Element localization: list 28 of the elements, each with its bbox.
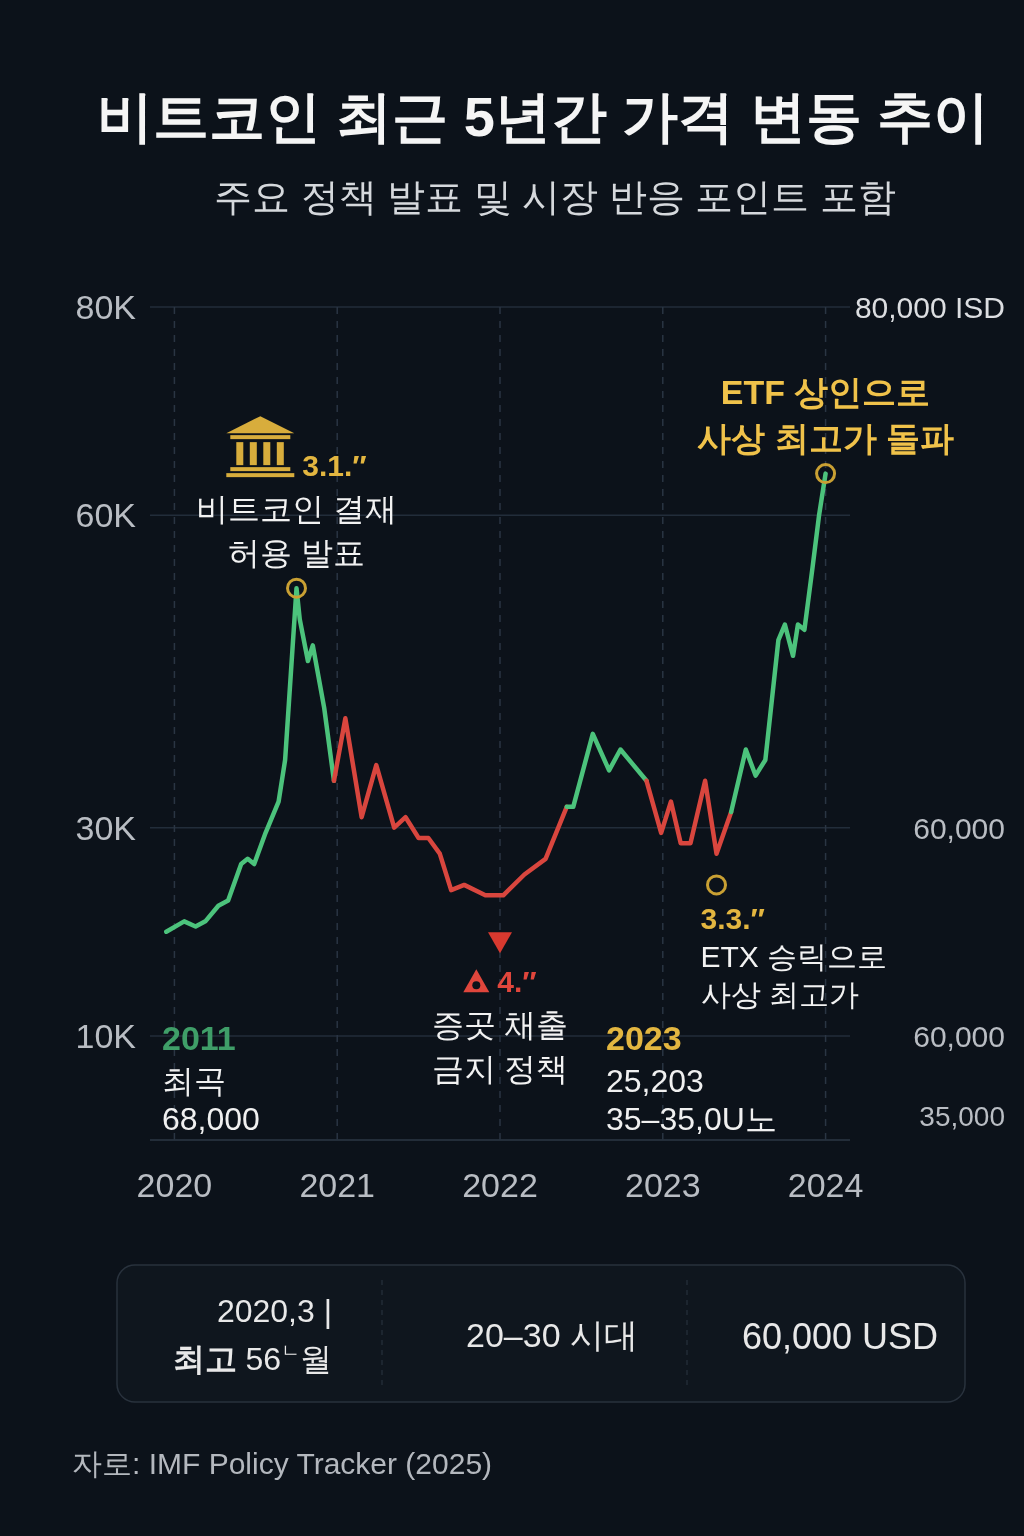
annotation: 4.″ 증곳 채출 금지 정책 — [431, 965, 569, 1088]
x-tick-label: 2024 — [787, 1166, 864, 1204]
line-series — [331, 716, 569, 898]
chart-title: 비트코인 최근 5년간 가격 변동 추이 — [96, 85, 990, 148]
y-tick-label: 10K — [75, 1016, 137, 1055]
x-tick-label: 2020 — [136, 1166, 213, 1204]
y-tick-label: 80K — [75, 288, 137, 326]
text: 60,000 — [913, 1020, 1005, 1053]
text: 자로: IMF Policy Tracker (2025) — [72, 1447, 493, 1480]
text: 20–30 시대 — [466, 1316, 638, 1354]
x-tick-label: 2023 — [624, 1166, 701, 1204]
y-tick-label: 60K — [75, 496, 137, 535]
annotation: 2011 최곡 68,000 — [162, 1019, 260, 1137]
annotation: 2023 25,203 35–35,0U노 — [606, 1019, 777, 1137]
text: 60,000 — [913, 812, 1005, 845]
annotation: 3.1.″ 비트코인 결재 허용 발표 — [196, 449, 397, 572]
annotation: 3.3.″ ETX 승릭으로 사상 최고가 — [700, 901, 888, 1011]
text: 80,000 ISD — [854, 291, 1005, 324]
x-tick-label: 2021 — [299, 1166, 376, 1204]
text: 35,000 — [919, 1101, 1005, 1132]
annotation: ETF 상인으로 사상 최고가 돌파 — [697, 372, 955, 457]
x-tick-label: 2022 — [462, 1166, 538, 1204]
text: 2020,3 | 최고 56$^{ㄴ}$월 — [172, 1293, 332, 1377]
line-series — [644, 778, 734, 856]
line-series — [564, 731, 649, 810]
text: 60,000 USD — [741, 1316, 938, 1357]
y-tick-label: 30K — [75, 808, 137, 847]
chart-subtitle: 주요 정책 발표 및 시장 반응 포인트 포함 — [214, 176, 896, 218]
